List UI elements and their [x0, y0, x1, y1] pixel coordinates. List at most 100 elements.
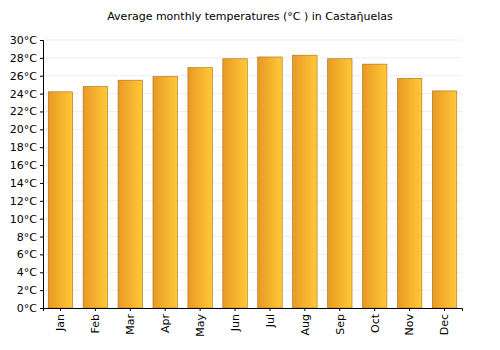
y-tick-mark: [40, 254, 43, 255]
y-tick-label: 26°C: [10, 70, 37, 83]
y-tick-label: 6°C: [17, 248, 37, 261]
y-tick-mark: [40, 290, 43, 291]
y-tick: 6°C: [17, 248, 43, 261]
y-tick: 22°C: [10, 105, 43, 118]
y-tick-label: 12°C: [10, 195, 37, 208]
x-tick-mark: [444, 308, 445, 311]
x-tick-mark: [374, 308, 375, 311]
x-tick-mark: [95, 308, 96, 311]
chart: Average monthly temperatures (°C ) in Ca…: [0, 0, 500, 350]
title: Average monthly temperatures (°C ) in Ca…: [107, 10, 393, 23]
x-tick-label: May: [194, 314, 207, 337]
bar: [223, 59, 247, 308]
y-tick: 28°C: [10, 52, 43, 65]
y-tick: 2°C: [17, 284, 43, 297]
x-tick: Jun: [229, 308, 242, 332]
y-tick: 10°C: [10, 213, 43, 226]
x-tick-label: Dec: [438, 314, 451, 335]
grid-line: [43, 40, 462, 41]
x-tick-label: Nov: [403, 314, 416, 336]
y-tick: 26°C: [10, 70, 43, 83]
x-tick-mark: [235, 308, 236, 311]
x-tick-mark: [304, 308, 305, 311]
y-tick-label: 18°C: [10, 141, 37, 154]
y-tick-mark: [40, 272, 43, 273]
y-tick-mark: [40, 165, 43, 166]
y-tick: 4°C: [17, 266, 43, 279]
bar: [258, 57, 282, 308]
y-tick: 18°C: [10, 141, 43, 154]
y-tick-mark: [40, 58, 43, 59]
grid-line: [43, 57, 462, 58]
bar: [83, 86, 107, 308]
x-tick-label: Oct: [369, 313, 382, 333]
bars: [48, 55, 457, 308]
y-tick: 14°C: [10, 177, 43, 190]
y-tick-mark: [40, 237, 43, 238]
y-tick-label: 30°C: [10, 34, 37, 47]
y-tick-label: 22°C: [10, 105, 37, 118]
y-tick-label: 8°C: [17, 231, 37, 244]
bar: [188, 68, 212, 308]
bar: [153, 77, 177, 308]
x-tick-mark: [200, 308, 201, 311]
y-tick-mark: [40, 308, 43, 309]
y-tick: 12°C: [10, 195, 43, 208]
x-tick-mark: [409, 308, 410, 311]
y-axis-line: [40, 41, 44, 309]
bar: [118, 80, 142, 308]
x-tick-label: Sep: [334, 314, 347, 335]
x-tick-mark: [269, 308, 270, 311]
y-tick-mark: [40, 40, 43, 41]
x-tick-label: Jul: [264, 314, 277, 328]
bar: [293, 55, 317, 308]
y-tick-label: 20°C: [10, 123, 37, 136]
y-tick: 8°C: [17, 231, 43, 244]
y-tick-label: 28°C: [10, 52, 37, 65]
y-tick-mark: [40, 183, 43, 184]
y-tick-label: 0°C: [17, 302, 37, 315]
bar: [432, 91, 456, 308]
y-tick-label: 2°C: [17, 284, 37, 297]
y-tick: 30°C: [10, 34, 43, 47]
y-tick-mark: [40, 111, 43, 112]
x-tick: Mar: [124, 308, 137, 335]
y-tick: 20°C: [10, 123, 43, 136]
grid-line: [43, 75, 462, 76]
bar: [397, 78, 421, 308]
x-tick-label: Jan: [54, 314, 67, 332]
x-tick: Jan: [54, 308, 67, 332]
x-tick-label: Feb: [89, 314, 102, 333]
x-tick: Jul: [264, 308, 277, 328]
y-tick-mark: [40, 219, 43, 220]
x-tick: Aug: [299, 308, 312, 335]
x-tick-label: Apr: [159, 314, 172, 334]
bar: [362, 64, 386, 308]
y-tick-mark: [40, 76, 43, 77]
x-tick: Oct: [369, 308, 382, 333]
y-tick-label: 14°C: [10, 177, 37, 190]
y-axis: 0°C 2°C 4°C 6°C 8°C 10°C 12°C 14°C 16°C 18°C 20°C 2…: [10, 34, 44, 315]
y-tick-mark: [40, 147, 43, 148]
x-tick-mark: [60, 308, 61, 311]
x-tick-label: Mar: [124, 314, 137, 335]
x-tick: May: [194, 308, 207, 337]
y-tick: 16°C: [10, 159, 43, 172]
bar: [328, 59, 352, 308]
x-axis: Jan Feb Mar Apr May Jun Jul Aug Sep Oct Nov Dec: [44, 308, 463, 337]
x-tick: Dec: [438, 308, 451, 335]
y-tick-mark: [40, 129, 43, 130]
y-tick-mark: [40, 94, 43, 95]
x-tick-label: Jun: [229, 314, 242, 332]
x-tick-mark: [130, 308, 131, 311]
x-tick: Apr: [159, 308, 172, 333]
y-tick-label: 10°C: [10, 213, 37, 226]
x-tick: Feb: [89, 308, 102, 333]
y-tick: 24°C: [10, 88, 43, 101]
y-tick: 0°C: [17, 302, 43, 315]
x-axis-line: [44, 309, 463, 312]
y-tick-label: 24°C: [10, 88, 37, 101]
x-tick: Sep: [334, 308, 347, 335]
bar: [48, 92, 72, 308]
y-tick-mark: [40, 201, 43, 202]
